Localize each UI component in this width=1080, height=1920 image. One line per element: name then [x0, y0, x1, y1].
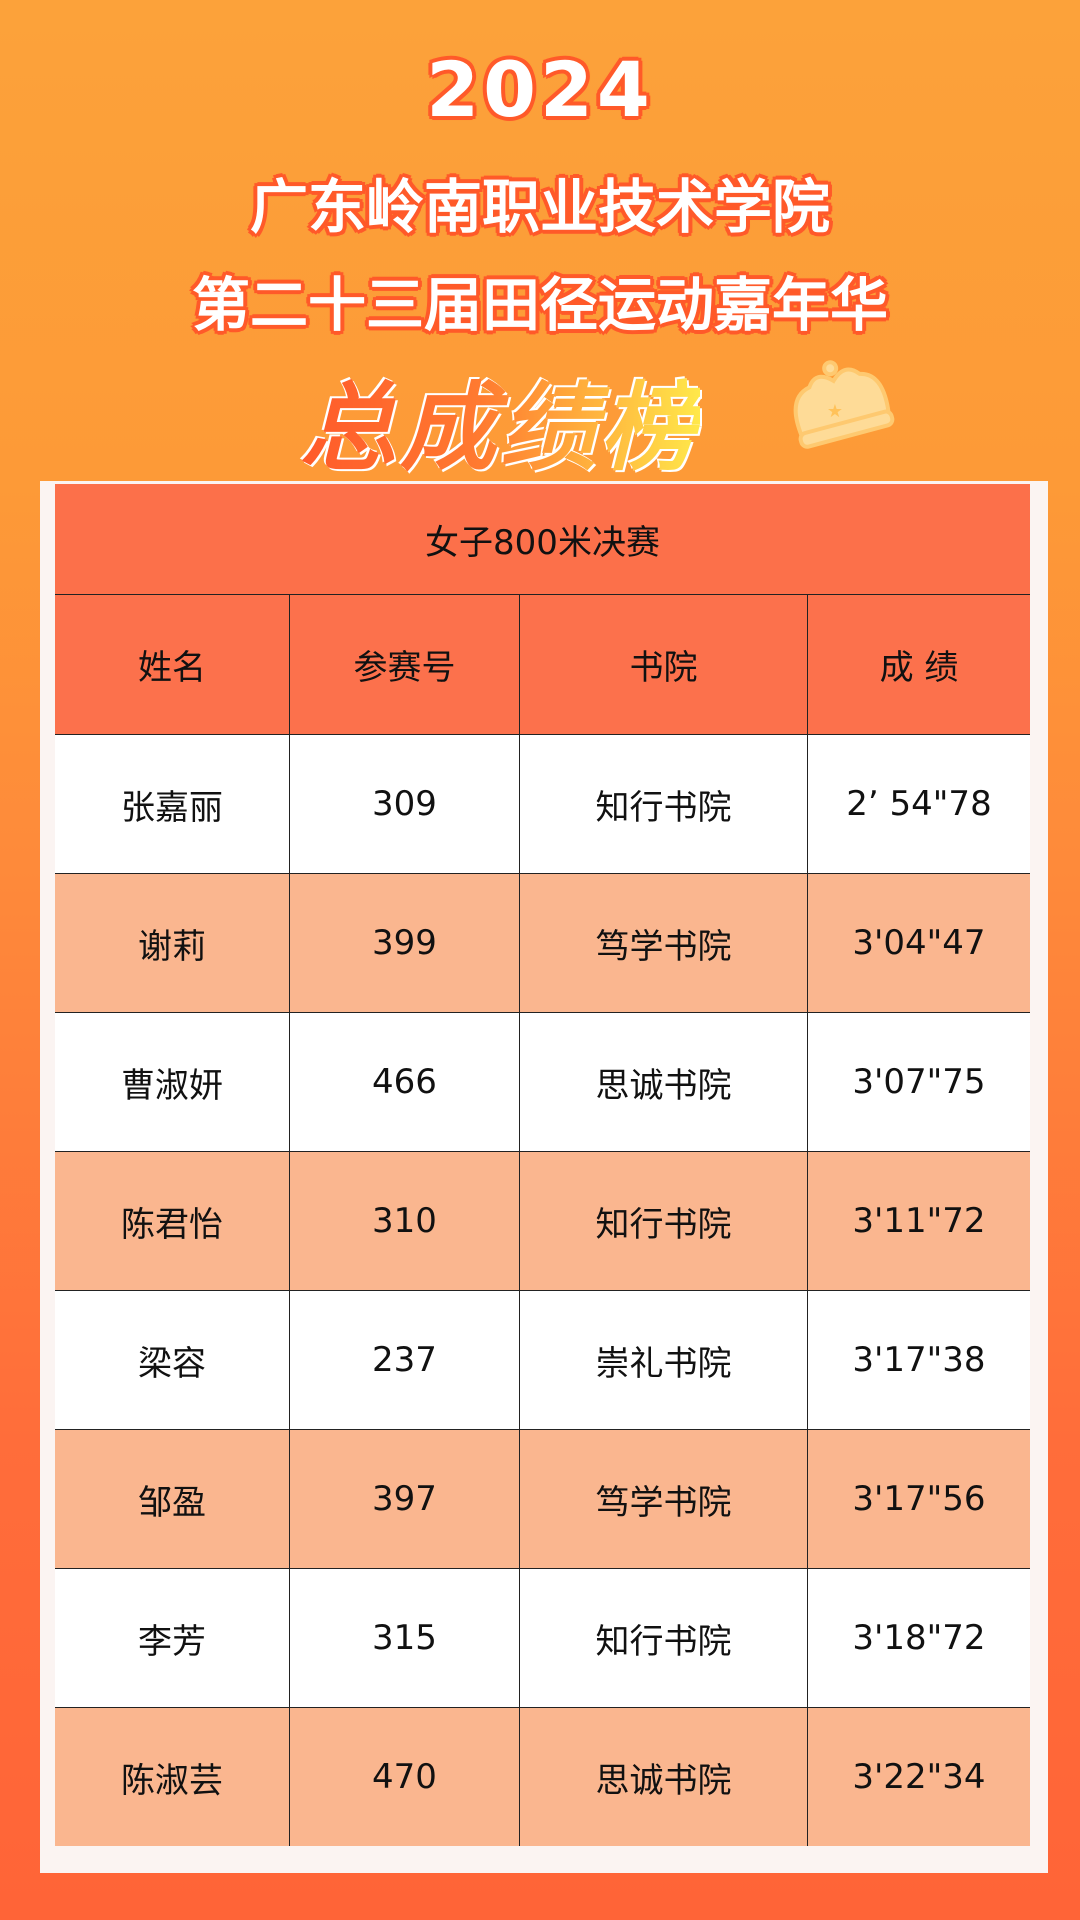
cell-name: 邹盈: [55, 1429, 290, 1569]
cell-name: 曹淑妍: [55, 1012, 290, 1152]
cell-result: 3'22"34: [807, 1707, 1030, 1846]
board-title: 总成绩榜: [300, 350, 700, 489]
table-row: 李芳 315 知行书院 3'18"72: [55, 1568, 1030, 1708]
col-header-number: 参赛号: [289, 594, 520, 735]
table-row: 谢莉 399 笃学书院 3'04"47: [55, 873, 1030, 1013]
cell-result: 3'17"38: [807, 1290, 1030, 1430]
col-header-college: 书院: [519, 594, 808, 735]
cell-result: 2’ 54"78: [807, 734, 1030, 874]
cell-name: 谢莉: [55, 873, 290, 1013]
table-row: 邹盈 397 笃学书院 3'17"56: [55, 1429, 1030, 1569]
cell-college: 崇礼书院: [519, 1290, 808, 1430]
cell-name: 陈君怡: [55, 1151, 290, 1291]
svg-text:★: ★: [827, 401, 843, 422]
event-title: 第二十三届田径运动嘉年华: [191, 271, 888, 339]
cell-result: 3'11"72: [807, 1151, 1030, 1291]
table-row: 曹淑妍 466 思诚书院 3'07"75: [55, 1012, 1030, 1152]
cell-number: 466: [289, 1012, 520, 1152]
cell-college: 思诚书院: [519, 1012, 808, 1152]
table-caption: 女子800米决赛: [55, 484, 1030, 595]
cell-number: 309: [289, 734, 520, 874]
cell-college: 知行书院: [519, 734, 808, 874]
cell-number: 399: [289, 873, 520, 1013]
cell-name: 张嘉丽: [55, 734, 290, 874]
col-header-result: 成 绩: [807, 594, 1030, 735]
cell-name: 李芳: [55, 1568, 290, 1708]
table-row: 陈淑芸 470 思诚书院 3'22"34: [55, 1707, 1030, 1846]
crown-icon: ★: [793, 360, 895, 449]
cell-name: 陈淑芸: [55, 1707, 290, 1846]
cell-result: 3'17"56: [807, 1429, 1030, 1569]
cell-number: 470: [289, 1707, 520, 1846]
table-row: 梁容 237 崇礼书院 3'17"38: [55, 1290, 1030, 1430]
cell-number: 315: [289, 1568, 520, 1708]
table-row: 张嘉丽 309 知行书院 2’ 54"78: [55, 734, 1030, 874]
cell-college: 笃学书院: [519, 1429, 808, 1569]
table-row: 陈君怡 310 知行书院 3'11"72: [55, 1151, 1030, 1291]
results-table: 女子800米决赛 姓名 参赛号 书院 成 绩 张嘉丽 309 知行书院 2’ 54"7…: [55, 484, 1030, 1846]
col-header-name: 姓名: [55, 594, 290, 735]
cell-result: 3'18"72: [807, 1568, 1030, 1708]
cell-result: 3'04"47: [807, 873, 1030, 1013]
cell-college: 知行书院: [519, 1568, 808, 1708]
cell-number: 310: [289, 1151, 520, 1291]
cell-number: 397: [289, 1429, 520, 1569]
cell-number: 237: [289, 1290, 520, 1430]
cell-college: 知行书院: [519, 1151, 808, 1291]
school-title: 广东岭南职业技术学院: [249, 173, 830, 241]
cell-result: 3'07"75: [807, 1012, 1030, 1152]
table-header-row: 姓名 参赛号 书院 成 绩: [55, 594, 1030, 735]
cell-college: 思诚书院: [519, 1707, 808, 1846]
cell-college: 笃学书院: [519, 873, 808, 1013]
cell-name: 梁容: [55, 1290, 290, 1430]
year-title: 2024: [426, 45, 654, 134]
